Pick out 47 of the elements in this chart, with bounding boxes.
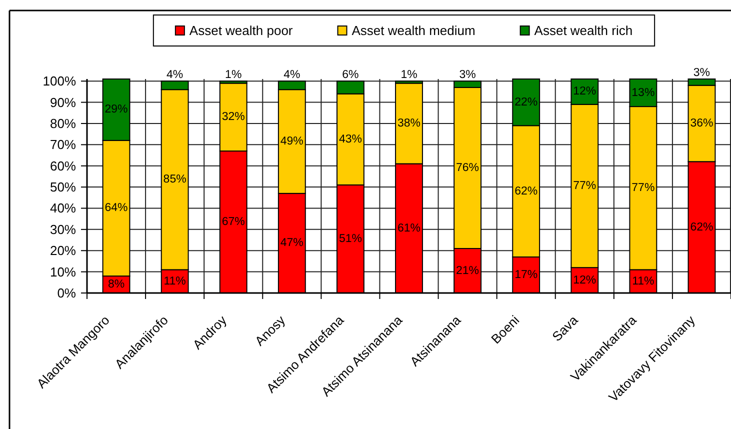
data-label: 77% <box>573 180 596 192</box>
data-label: 67% <box>222 216 245 228</box>
y-tick-label: 30% <box>50 222 76 237</box>
data-label: 32% <box>222 111 245 124</box>
data-label: 8% <box>108 278 125 291</box>
y-tick-label: 60% <box>50 158 76 174</box>
data-label: 11% <box>164 275 186 288</box>
data-label: 38% <box>397 117 421 130</box>
legend-label: Asset wealth poor <box>189 23 294 38</box>
y-tick-label: 80% <box>50 116 76 131</box>
data-label: 62% <box>690 221 714 234</box>
y-tick-label: 40% <box>50 200 76 216</box>
data-label: 29% <box>104 104 128 116</box>
y-tick-label: 20% <box>50 243 76 258</box>
y-tick-label: 10% <box>50 264 76 280</box>
data-label: 47% <box>280 237 304 250</box>
data-label: 3% <box>459 69 476 82</box>
y-tick-label: 90% <box>50 94 76 110</box>
data-label: 4% <box>166 69 184 82</box>
y-tick-label: 50% <box>50 180 76 195</box>
data-label: 12% <box>573 86 596 98</box>
legend-label: Asset wealth medium <box>352 23 476 38</box>
data-label: 21% <box>456 264 480 277</box>
data-label: 13% <box>632 86 655 99</box>
y-tick-label: 0% <box>57 286 76 300</box>
data-label: 6% <box>342 69 359 82</box>
y-tick-label: 70% <box>50 137 76 152</box>
data-label: 85% <box>163 174 186 186</box>
data-label: 61% <box>397 222 421 234</box>
legend-label: Asset wealth rich <box>534 23 633 38</box>
data-label: 1% <box>225 69 242 82</box>
data-label: 3% <box>693 67 710 79</box>
data-label: 17% <box>514 268 538 281</box>
data-label: 76% <box>456 162 480 174</box>
data-label: 1% <box>400 69 418 82</box>
data-label: 43% <box>338 133 362 146</box>
data-label: 11% <box>632 275 654 288</box>
data-label: 12% <box>573 274 596 286</box>
data-label: 77% <box>632 182 655 194</box>
data-label: 36% <box>690 117 714 130</box>
data-label: 51% <box>338 232 362 245</box>
data-label: 4% <box>284 69 300 82</box>
data-label: 64% <box>104 202 128 214</box>
data-label: 49% <box>280 136 304 148</box>
data-label: 62% <box>514 185 538 198</box>
data-label: 22% <box>514 96 538 108</box>
y-tick-label: 100% <box>42 74 76 89</box>
